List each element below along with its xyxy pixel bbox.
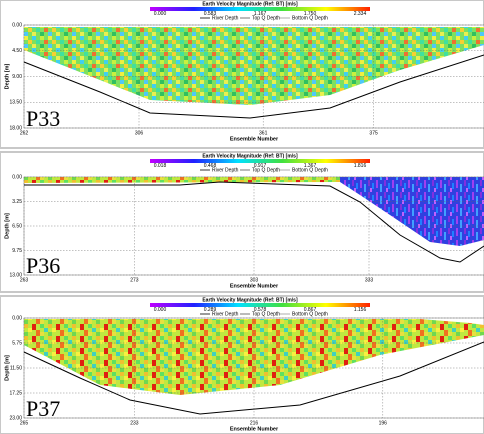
y-axis-label: Depth [m] (4, 213, 10, 239)
legend-label: River Depth (212, 15, 239, 21)
x-tick-label: 233 (130, 420, 139, 426)
panel: Earth Velocity Magnitude (Ref: BT) [m/s]… (0, 295, 484, 434)
legend-label: River Depth (212, 311, 239, 317)
y-tick-label: 4.50 (12, 48, 22, 54)
chart-title: Earth Velocity Magnitude (Ref: BT) [m/s] (202, 1, 298, 7)
y-tick-label: 6.50 (12, 223, 22, 229)
colorbar-tick-label: 0.583 (204, 11, 217, 17)
velocity-contour (24, 177, 340, 183)
colorbar-tick-label: 1.367 (304, 163, 317, 169)
colorbar-tick-label: 1.167 (254, 11, 267, 17)
colorbar-tick-label: 0.578 (254, 307, 267, 313)
y-axis-label: Depth [m] (4, 64, 10, 90)
colorbar-tick-label: 1.156 (354, 307, 367, 313)
river-depth-line (23, 54, 484, 119)
colorbar-tick-label: 1.816 (354, 163, 367, 169)
legend-label: Bottom Q Depth (292, 15, 328, 21)
x-axis-label: Ensemble Number (230, 426, 279, 432)
y-tick-label: 13.50 (9, 100, 22, 106)
y-tick-label: 5.75 (12, 340, 22, 346)
x-axis-label: Ensemble Number (230, 283, 279, 289)
x-tick-label: 263 (20, 277, 29, 283)
y-tick-label: 23.00 (9, 415, 22, 421)
x-tick-label: 273 (130, 277, 139, 283)
legend-label: Top Q Depth (252, 311, 280, 317)
colorbar-tick-label: 0.917 (254, 163, 267, 169)
x-tick-label: 262 (20, 130, 29, 136)
y-tick-label: 13.00 (9, 272, 22, 278)
chart-title: Earth Velocity Magnitude (Ref: BT) [m/s] (202, 297, 298, 303)
y-tick-label: 3.25 (12, 199, 22, 205)
colorbar (150, 159, 370, 163)
y-tick-label: 0.00 (12, 174, 22, 180)
x-tick-label: 306 (135, 130, 144, 136)
x-tick-label: 216 (250, 420, 259, 426)
river-depth-line (24, 181, 484, 263)
colorbar-tick-label: 0.000 (154, 307, 167, 313)
y-tick-label: 11.50 (10, 365, 22, 371)
chart-title: Earth Velocity Magnitude (Ref: BT) [m/s] (202, 153, 298, 159)
y-tick-label: 9.75 (12, 248, 22, 254)
legend-label: Top Q Depth (252, 15, 280, 21)
y-tick-label: 17.25 (9, 390, 22, 396)
velocity-contour (340, 177, 484, 246)
legend-label: Top Q Depth (252, 167, 280, 173)
colorbar (150, 7, 370, 11)
colorbar (150, 303, 370, 307)
panel: Earth Velocity Magnitude (Ref: BT) [m/s]… (0, 0, 484, 149)
panel-label: P33 (26, 106, 60, 131)
legend-label: River Depth (212, 167, 239, 173)
x-tick-label: 196 (379, 420, 388, 426)
colorbar-tick-label: 0.000 (154, 11, 167, 17)
panel-label: P36 (26, 253, 60, 278)
colorbar-tick-label: 0.018 (154, 163, 167, 169)
x-tick-label: 333 (365, 277, 374, 283)
y-tick-label: 0.00 (12, 22, 22, 28)
y-tick-label: 0.00 (12, 315, 22, 321)
river-depth-line (23, 341, 484, 415)
y-axis-label: Depth [m] (4, 355, 10, 381)
y-tick-label: 9.00 (12, 74, 22, 80)
x-tick-label: 303 (250, 277, 259, 283)
colorbar-tick-label: 0.468 (204, 163, 217, 169)
legend-label: Bottom Q Depth (292, 167, 328, 173)
y-tick-label: 18.00 (9, 125, 22, 131)
x-tick-label: 361 (259, 130, 268, 136)
colorbar-tick-label: 0.867 (304, 307, 317, 313)
colorbar-tick-label: 1.750 (304, 11, 317, 17)
x-axis-label: Ensemble Number (230, 136, 279, 142)
colorbar-tick-label: 2.334 (354, 11, 367, 17)
legend-label: Bottom Q Depth (292, 311, 328, 317)
panel-label: P37 (26, 396, 60, 421)
x-tick-label: 265 (20, 420, 29, 426)
panel: Earth Velocity Magnitude (Ref: BT) [m/s]… (0, 151, 484, 293)
x-tick-label: 375 (369, 130, 378, 136)
colorbar-tick-label: 0.289 (204, 307, 217, 313)
